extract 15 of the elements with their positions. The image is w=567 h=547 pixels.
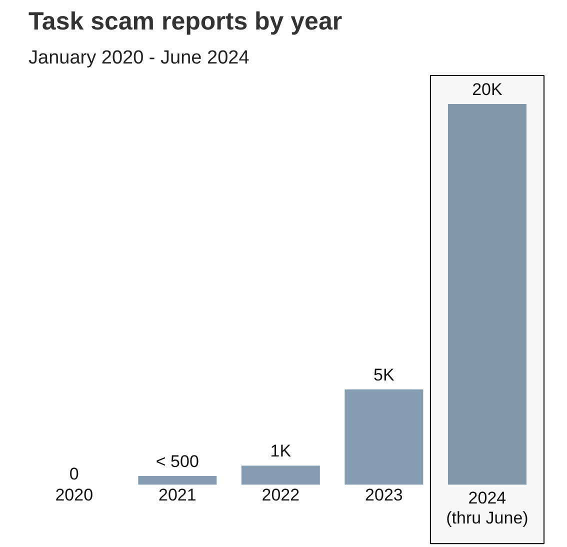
data-label: 0 — [69, 464, 79, 484]
data-label: 1K — [270, 442, 292, 461]
chart-title: Task scam reports by year — [28, 8, 342, 36]
data-label: < 500 — [156, 452, 199, 472]
bar — [344, 389, 424, 485]
x-tick-label: 2024 (thru June) — [446, 488, 528, 528]
x-tick-label: 2021 — [158, 486, 196, 505]
x-tick-label: 2022 — [262, 486, 300, 505]
x-tick-label: 2020 — [55, 486, 94, 505]
data-label: 20K — [472, 80, 503, 99]
data-label: 5K — [374, 365, 395, 384]
x-tick-label: 2023 — [365, 486, 403, 505]
bar — [241, 466, 320, 485]
bar — [138, 476, 217, 485]
chart-subtitle: January 2020 - June 2024 — [28, 48, 250, 68]
